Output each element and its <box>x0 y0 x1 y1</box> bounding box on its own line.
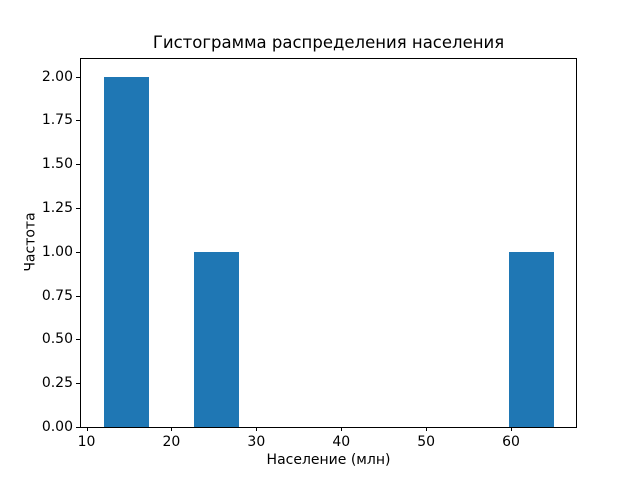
histogram-bar <box>103 76 149 427</box>
x-tick-mark <box>86 427 88 431</box>
x-tick-label: 60 <box>502 434 520 450</box>
histogram-bar <box>193 251 239 427</box>
y-axis-label: Частота <box>22 212 39 272</box>
y-tick-mark <box>76 76 80 78</box>
y-tick-mark <box>76 339 80 341</box>
x-tick-mark <box>171 427 173 431</box>
y-tick-label: 1.00 <box>41 243 73 260</box>
y-tick-mark <box>76 207 80 209</box>
plot-area: 10 20 30 40 50 60 0.00 0.25 0.50 0.75 1.00 1.25 1.50… <box>42 58 577 450</box>
y-tick-mark <box>76 164 80 166</box>
y-tick-label: 0.25 <box>41 375 73 392</box>
y-tick-label: 0.50 <box>41 331 73 348</box>
x-tick-label: 40 <box>332 434 351 450</box>
y-tick-label: 0.00 <box>41 419 73 435</box>
x-tick-label: 50 <box>417 434 436 450</box>
x-tick-label: 20 <box>162 434 181 450</box>
x-tick-label: 10 <box>77 434 96 450</box>
x-tick-mark <box>511 427 513 431</box>
x-axis-label: Население (млн) <box>266 452 391 468</box>
y-tick-label: 0.75 <box>41 287 73 304</box>
y-tick-mark <box>76 383 80 385</box>
y-tick-mark <box>76 295 80 297</box>
x-tick-mark <box>341 427 343 431</box>
x-tick-label: 30 <box>247 434 266 450</box>
y-tick-label: 1.25 <box>41 199 73 216</box>
y-tick-mark <box>76 427 80 428</box>
x-tick-mark <box>426 427 428 431</box>
y-tick-label: 2.00 <box>41 68 73 85</box>
y-tick-mark <box>76 251 80 253</box>
chart-title: Гистограмма распределения населения <box>152 33 505 52</box>
x-tick-mark <box>256 427 258 431</box>
y-tick-label: 1.75 <box>41 112 73 129</box>
y-tick-mark <box>76 120 80 122</box>
y-tick-label: 1.50 <box>41 156 73 173</box>
histogram-bar <box>508 251 554 427</box>
